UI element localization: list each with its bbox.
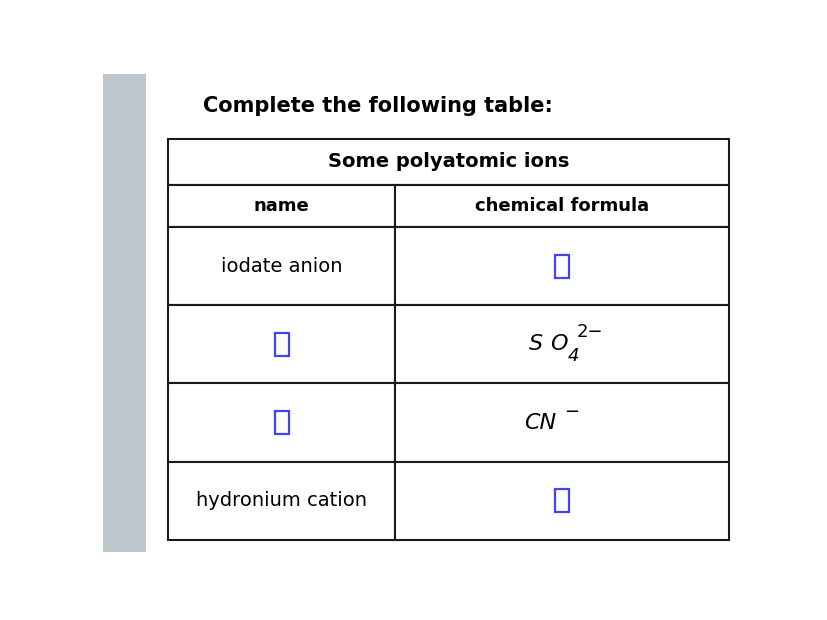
Text: CN: CN	[523, 412, 555, 433]
Text: hydronium cation: hydronium cation	[196, 491, 366, 510]
Bar	[395, 462, 729, 540]
Bar	[555, 255, 569, 278]
Bar	[395, 305, 729, 383]
Bar	[167, 227, 395, 305]
Bar	[275, 333, 289, 356]
Bar	[555, 489, 569, 512]
Bar	[395, 227, 729, 305]
Bar	[103, 74, 146, 552]
Text: −: −	[564, 403, 579, 421]
Bar	[167, 383, 395, 462]
Text: Complete the following table:: Complete the following table:	[203, 96, 552, 116]
Text: S: S	[528, 334, 543, 355]
Bar	[395, 383, 729, 462]
Bar	[275, 411, 289, 434]
Text: 4: 4	[567, 347, 579, 365]
Text: name: name	[253, 197, 309, 215]
Text: chemical formula: chemical formula	[475, 197, 648, 215]
Bar	[167, 185, 395, 227]
Bar	[167, 462, 395, 540]
Text: O: O	[550, 334, 567, 355]
Text: Some polyatomic ions: Some polyatomic ions	[327, 153, 568, 171]
Bar	[167, 139, 729, 185]
Text: iodate anion: iodate anion	[221, 257, 342, 276]
Bar	[395, 185, 729, 227]
Bar	[167, 305, 395, 383]
Text: 2−: 2−	[576, 324, 602, 342]
